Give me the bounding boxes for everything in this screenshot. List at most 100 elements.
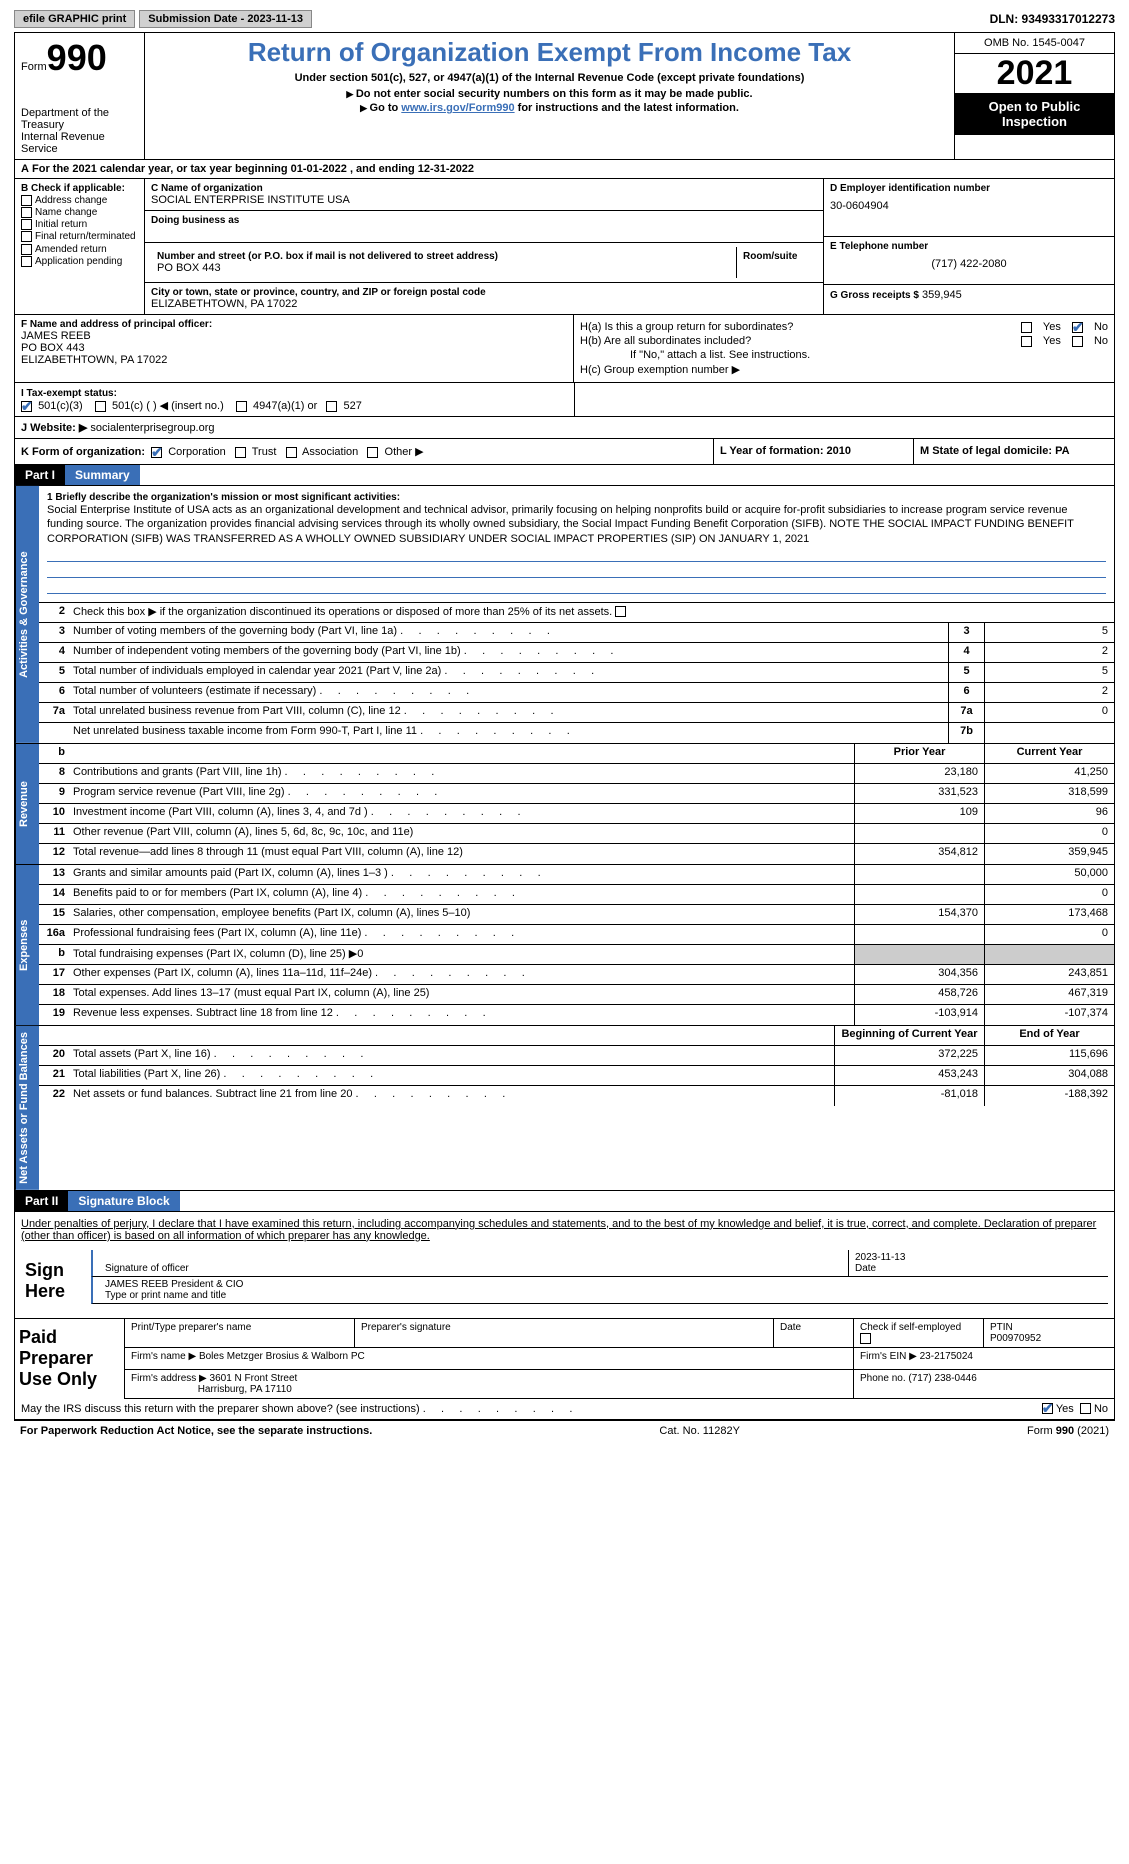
l2: Check this box ▶ if the organization dis… (69, 603, 1114, 622)
mission-lbl: 1 Briefly describe the organization's mi… (47, 492, 1106, 503)
col-h: H(a) Is this a group return for subordin… (574, 315, 1114, 382)
chk-final[interactable] (21, 231, 32, 242)
city-val: ELIZABETHTOWN, PA 17022 (151, 298, 817, 310)
chk-assoc[interactable] (286, 447, 297, 458)
row-l: L Year of formation: 2010 (714, 439, 914, 464)
chk-other[interactable] (367, 447, 378, 458)
chk-527[interactable] (326, 401, 337, 412)
row-j: J Website: ▶ socialenterprisegroup.org (15, 417, 1114, 438)
firm-addr2: Harrisburg, PA 17110 (198, 1384, 292, 1395)
l12: Total revenue—add lines 8 through 11 (mu… (69, 844, 854, 864)
ha-text: H(a) Is this a group return for subordin… (580, 321, 793, 333)
officer-name: JAMES REEB (21, 330, 567, 342)
band-exp: Expenses (15, 865, 39, 1025)
self-emp: Check if self-employed (854, 1319, 984, 1347)
efile-button[interactable]: efile GRAPHIC print (14, 10, 135, 28)
form-subtitle: Under section 501(c), 527, or 4947(a)(1)… (151, 72, 948, 84)
band-rev: Revenue (15, 744, 39, 864)
phone-val: (717) 422-2080 (830, 258, 1108, 270)
cat-no: Cat. No. 11282Y (659, 1425, 740, 1437)
firm-ein: 23-2175024 (920, 1351, 973, 1362)
chk-501c[interactable] (95, 401, 106, 412)
l8: Contributions and grants (Part VIII, lin… (69, 764, 854, 783)
dba-lbl: Doing business as (151, 215, 817, 226)
l7b: Net unrelated business taxable income fr… (69, 723, 948, 743)
officer-addr2: ELIZABETHTOWN, PA 17022 (21, 354, 567, 366)
firm-name: Boles Metzger Brosius & Walborn PC (199, 1351, 365, 1362)
street-val: PO BOX 443 (157, 262, 730, 274)
v7a: 0 (984, 703, 1114, 722)
omb-number: OMB No. 1545-0047 (955, 33, 1114, 54)
paid-preparer-label: Paid Preparer Use Only (15, 1319, 125, 1399)
penalty-text: Under penalties of perjury, I declare th… (21, 1218, 1108, 1242)
col-b: B Check if applicable: Address change Na… (15, 179, 145, 314)
v4: 2 (984, 643, 1114, 662)
part2-title: Signature Block (68, 1191, 179, 1211)
tax-year: 2021 (955, 54, 1114, 93)
city-lbl: City or town, state or province, country… (151, 287, 817, 298)
l11: Other revenue (Part VIII, column (A), li… (69, 824, 854, 843)
discuss-no[interactable] (1080, 1403, 1091, 1414)
discuss-yes[interactable] (1042, 1403, 1053, 1414)
end-hdr: End of Year (984, 1026, 1114, 1045)
c-name-lbl: C Name of organization (151, 183, 817, 194)
form-id-cell: Form990 Department of the Treasury Inter… (15, 33, 145, 159)
d-lbl: D Employer identification number (830, 183, 1108, 194)
org-name: SOCIAL ENTERPRISE INSTITUTE USA (151, 194, 817, 206)
chk-l2[interactable] (615, 606, 626, 617)
chk-4947[interactable] (236, 401, 247, 412)
chk-corp[interactable] (151, 447, 162, 458)
l7a: Total unrelated business revenue from Pa… (69, 703, 948, 722)
dln-label: DLN: 93493317012273 (990, 12, 1115, 26)
chk-501c3[interactable] (21, 401, 32, 412)
col-f: F Name and address of principal officer:… (15, 315, 574, 382)
ha-yes[interactable] (1021, 322, 1032, 333)
room-lbl: Room/suite (743, 251, 811, 262)
chk-trust[interactable] (235, 447, 246, 458)
beg-hdr: Beginning of Current Year (834, 1026, 984, 1045)
hb-no[interactable] (1072, 336, 1083, 347)
prep-date-lbl: Date (774, 1319, 854, 1347)
form-word: Form (21, 61, 47, 73)
l3: Number of voting members of the governin… (69, 623, 948, 642)
l4: Number of independent voting members of … (69, 643, 948, 662)
curr-hdr: Current Year (984, 744, 1114, 763)
hb-yes[interactable] (1021, 336, 1032, 347)
hb-text: H(b) Are all subordinates included? (580, 335, 751, 347)
ein-val: 30-0604904 (830, 200, 1108, 212)
l19: Revenue less expenses. Subtract line 18 … (69, 1005, 854, 1025)
officer-addr1: PO BOX 443 (21, 342, 567, 354)
year-cell: OMB No. 1545-0047 2021 Open to Public In… (954, 33, 1114, 159)
l16a: Professional fundraising fees (Part IX, … (69, 925, 854, 944)
chk-name[interactable] (21, 207, 32, 218)
l18: Total expenses. Add lines 13–17 (must eq… (69, 985, 854, 1004)
chk-amended[interactable] (21, 244, 32, 255)
l9: Program service revenue (Part VIII, line… (69, 784, 854, 803)
col-d: D Employer identification number 30-0604… (824, 179, 1114, 314)
row-m: M State of legal domicile: PA (914, 439, 1114, 464)
v6: 2 (984, 683, 1114, 702)
prior-hdr: Prior Year (854, 744, 984, 763)
sig-officer-lbl: Signature of officer (99, 1261, 848, 1276)
l16b: Total fundraising expenses (Part IX, col… (69, 945, 854, 964)
chk-address[interactable] (21, 195, 32, 206)
l17: Other expenses (Part IX, column (A), lin… (69, 965, 854, 984)
chk-selfemp[interactable] (860, 1333, 871, 1344)
discuss-text: May the IRS discuss this return with the… (21, 1403, 572, 1415)
l10: Investment income (Part VIII, column (A)… (69, 804, 854, 823)
ha-no[interactable] (1072, 322, 1083, 333)
l21: Total liabilities (Part X, line 26) (69, 1066, 834, 1085)
l6: Total number of volunteers (estimate if … (69, 683, 948, 702)
irs-label: Internal Revenue Service (21, 131, 138, 155)
part1-num: Part I (15, 465, 65, 485)
row-i: I Tax-exempt status: 501(c)(3) 501(c) ( … (15, 383, 575, 416)
hc-text: H(c) Group exemption number ▶ (580, 363, 740, 376)
submission-date-button[interactable]: Submission Date - 2023-11-13 (139, 10, 312, 28)
g-lbl: G Gross receipts $ (830, 290, 919, 301)
irs-link[interactable]: www.irs.gov/Form990 (401, 102, 514, 114)
chk-initial[interactable] (21, 219, 32, 230)
sign-here-label: Sign Here (21, 1250, 91, 1312)
band-ag: Activities & Governance (15, 486, 39, 743)
l14: Benefits paid to or for members (Part IX… (69, 885, 854, 904)
chk-pending[interactable] (21, 256, 32, 267)
